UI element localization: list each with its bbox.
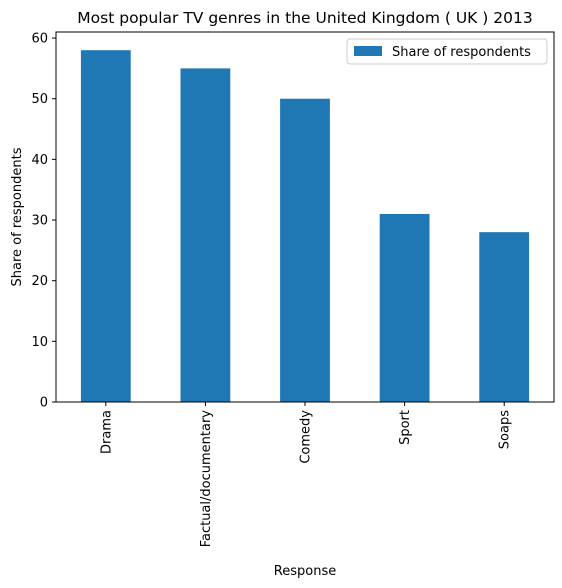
y-tick-label: 60 (31, 32, 48, 47)
x-tick-label: Comedy (299, 410, 314, 464)
x-axis-title: Response (274, 564, 336, 579)
y-tick-label: 0 (40, 396, 48, 411)
axes-layer: 0 10 20 30 40 50 60 Drama Factual/documentary Com… (31, 31, 555, 548)
bar (479, 232, 530, 402)
x-tick-label: Drama (99, 410, 114, 454)
chart-title: Most popular TV genres in the United Kin… (77, 9, 532, 27)
y-tick-label: 10 (31, 335, 48, 350)
x-tick-label: Sport (398, 410, 413, 445)
legend-box (346, 38, 548, 65)
bar (80, 50, 131, 403)
y-tick-label: 20 (31, 274, 48, 289)
legend-label: Share of respondents (392, 45, 531, 60)
y-tick-label: 50 (31, 92, 48, 107)
legend-swatch (354, 46, 382, 56)
bar (379, 213, 430, 402)
bars-layer (80, 50, 530, 403)
y-tick-label: 40 (31, 153, 48, 168)
y-tick-label: 30 (31, 214, 48, 229)
y-axis-title: Share of respondents (10, 147, 25, 286)
x-tick-label: Soaps (498, 410, 513, 449)
bar (180, 68, 231, 403)
x-tick-label: Factual/documentary (199, 410, 214, 548)
bar (280, 98, 330, 402)
legend: Share of respondents (346, 38, 548, 65)
